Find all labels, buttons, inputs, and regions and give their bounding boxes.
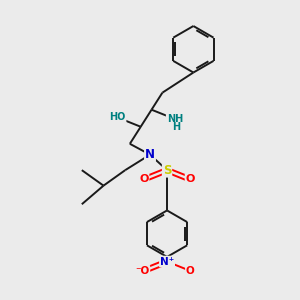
Text: N: N <box>145 148 155 161</box>
Text: ⁻O: ⁻O <box>135 266 149 276</box>
Text: N⁺: N⁺ <box>160 256 174 267</box>
Text: O: O <box>186 266 195 276</box>
Text: NH: NH <box>167 114 183 124</box>
Text: S: S <box>163 164 171 177</box>
Text: O: O <box>139 174 148 184</box>
Text: H: H <box>172 122 180 132</box>
Text: HO: HO <box>109 112 126 122</box>
Text: O: O <box>186 174 195 184</box>
